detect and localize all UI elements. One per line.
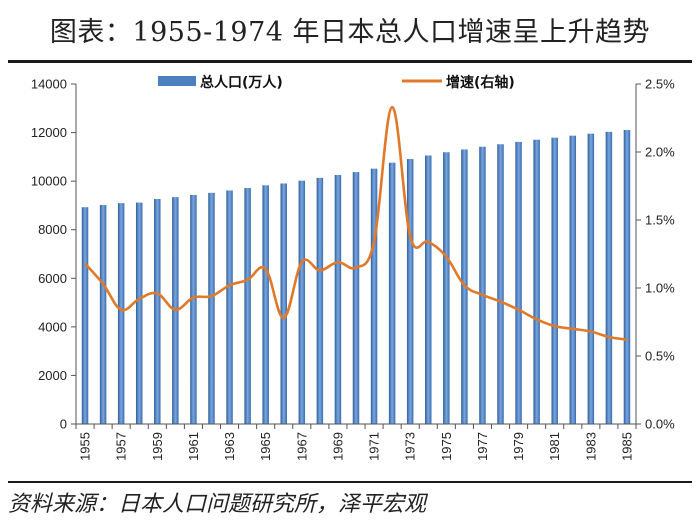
x-tick-label-1981: 1981 [547, 432, 562, 461]
chart-title: 图表：1955-1974 年日本总人口增速呈上升趋势 [49, 17, 651, 48]
bar-1961 [190, 195, 197, 424]
bar-1973 [406, 159, 414, 425]
legend-bar-swatch [158, 76, 196, 86]
bar-1966 [280, 183, 287, 424]
bar-1956 [99, 205, 107, 424]
bar-1981 [551, 137, 558, 425]
x-tick-label-1985: 1985 [619, 432, 634, 461]
legend-line-label: 增速(右轴) [446, 74, 515, 91]
x-tick-label-1955: 1955 [78, 432, 93, 461]
bar-1982 [569, 135, 577, 424]
y-right-tick-label-1: 0.5% [645, 349, 675, 364]
bar-1975 [443, 152, 450, 425]
y-right-tick-label-2: 1.0% [645, 281, 675, 296]
bar-1971 [370, 168, 378, 424]
y-left-tick-label-6000: 6000 [38, 271, 67, 286]
y-right-tick-label-3: 1.5% [645, 213, 675, 228]
x-tick-label-1971: 1971 [367, 432, 382, 461]
bar-1958 [135, 202, 143, 424]
title-divider [8, 60, 692, 63]
x-tick-label-1975: 1975 [439, 432, 454, 461]
bar-1977 [479, 146, 486, 425]
bar-1980 [533, 139, 540, 424]
bar-1979 [515, 141, 522, 424]
x-tick-label-1967: 1967 [294, 432, 309, 461]
legend-bar-label: 总人口(万人) [200, 74, 283, 91]
bar-1985 [623, 130, 631, 424]
y-right-tick-label-0: 0.0% [645, 417, 675, 432]
y-left-tick-label-14000: 14000 [31, 77, 67, 92]
x-tick-label-1973: 1973 [403, 432, 418, 461]
y-right-tick-label-5: 2.5% [645, 77, 675, 92]
x-tick-label-1961: 1961 [186, 432, 201, 461]
y-left-tick-label-12000: 12000 [31, 125, 67, 140]
bar-1970 [352, 172, 360, 424]
y-left-tick-label-0: 0 [60, 417, 67, 432]
growth-rate-line [84, 105, 628, 341]
y-left-tick-label-2000: 2000 [38, 368, 67, 383]
bar-1955 [81, 207, 89, 424]
chart-canvas: 0 2000 4000 6000 8000 10000 12000 14000 0.0% 0.5%… [31, 74, 675, 461]
x-tick-label-1963: 1963 [222, 432, 237, 461]
y-left-tick-label-4000: 4000 [38, 319, 67, 334]
bar-1967 [298, 180, 306, 424]
x-tick-label-1969: 1969 [330, 432, 345, 461]
bar-1969 [334, 174, 342, 424]
bar-1959 [154, 199, 161, 424]
x-tick-label-1957: 1957 [114, 432, 129, 461]
bar-1972 [388, 162, 396, 424]
x-tick-label-1979: 1979 [511, 432, 526, 461]
x-tick-label-1977: 1977 [475, 432, 490, 461]
x-tick-label-1983: 1983 [583, 432, 598, 461]
bar-1974 [425, 155, 432, 424]
source-note: 资料来源：日本人口问题研究所，泽平宏观 [8, 492, 427, 517]
x-tick-label-1959: 1959 [150, 432, 165, 461]
source-divider [8, 481, 692, 483]
y-left-tick-label-10000: 10000 [31, 174, 67, 189]
bar-1957 [117, 203, 125, 424]
bar-1962 [208, 192, 215, 424]
bar-1978 [497, 144, 504, 424]
x-tick-label-1965: 1965 [258, 432, 273, 461]
y-left-tick-label-8000: 8000 [38, 222, 67, 237]
bar-1984 [605, 131, 613, 424]
bar-1964 [244, 187, 251, 424]
bar-1968 [316, 177, 324, 424]
bar-1965 [262, 185, 269, 424]
bar-1963 [226, 190, 233, 424]
y-right-tick-label-4: 2.0% [645, 145, 675, 160]
bar-1983 [587, 133, 595, 424]
